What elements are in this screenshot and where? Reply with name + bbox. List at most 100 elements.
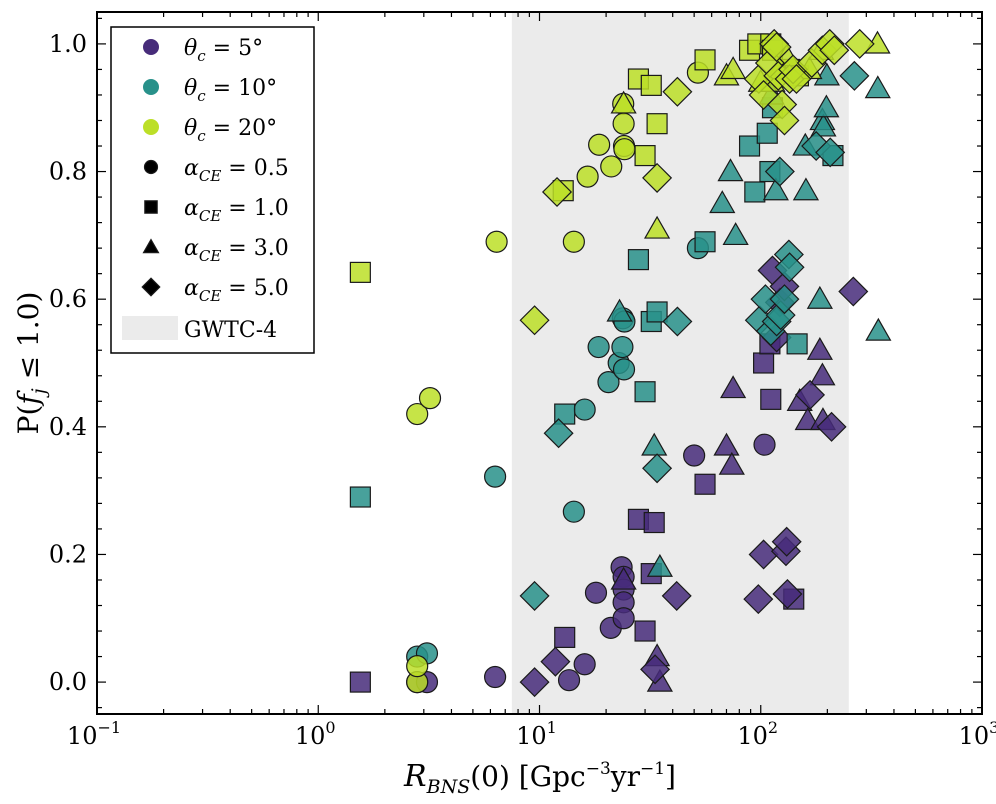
- legend-color-swatch: [143, 39, 159, 55]
- data-point-circle: [576, 165, 599, 188]
- data-point-circle: [612, 358, 636, 381]
- legend-marker-diamond: [141, 277, 161, 297]
- data-point-square: [349, 671, 371, 693]
- data-point-square: [694, 231, 716, 253]
- legend-color-swatch: [143, 79, 159, 95]
- data-point-square: [627, 249, 650, 271]
- legend-alpha-label: αCE = 3.0: [184, 236, 289, 265]
- data-point-diamond: [816, 411, 847, 442]
- data-point-triangle: [718, 451, 745, 475]
- y-tick-label: 0.4: [49, 413, 87, 441]
- data-point-circle: [406, 655, 429, 678]
- data-point-triangle: [610, 90, 637, 114]
- data-point-circle: [562, 230, 585, 253]
- data-point-diamond: [640, 654, 671, 685]
- data-point-triangle: [641, 432, 668, 456]
- x-tick-label: 102: [737, 718, 778, 750]
- data-point-square: [646, 113, 668, 135]
- legend-alpha-entries: αCE = 0.5 αCE = 1.0 αCE = 3.0 αCE = 5.0: [141, 156, 289, 305]
- data-point-diamond: [519, 305, 550, 336]
- data-point-diamond: [844, 28, 875, 59]
- data-point-circle: [683, 444, 706, 467]
- y-tick-label: 0.8: [49, 158, 87, 186]
- data-point-circle: [485, 230, 508, 253]
- data-point-square: [554, 403, 576, 425]
- data-point-triangle: [792, 177, 820, 201]
- data-point-diamond: [815, 137, 846, 168]
- x-tick-label: 10−1: [67, 718, 121, 750]
- data-point-diamond: [662, 306, 693, 337]
- legend: θc = 5° θc = 10° θc = 20° αCE = 0.5 αCE = 1…: [110, 26, 315, 354]
- data-point-circle: [753, 433, 776, 456]
- data-point-square: [634, 620, 656, 642]
- data-point-triangle: [762, 177, 789, 201]
- data-point-diamond: [519, 667, 550, 698]
- data-point-circle: [612, 607, 635, 630]
- data-point-circle: [612, 112, 635, 135]
- data-point-diamond: [795, 379, 826, 410]
- data-point-square: [554, 626, 576, 648]
- x-tick-label: 100: [295, 718, 336, 750]
- data-point-circle: [406, 402, 429, 426]
- legend-theta-label: θc = 10°: [184, 76, 277, 105]
- legend-alpha-label: αCE = 1.0: [184, 196, 289, 225]
- data-point-triangle: [643, 215, 671, 239]
- data-point-square: [349, 261, 371, 283]
- y-tick-label: 0.2: [49, 540, 87, 568]
- data-point-circle: [597, 371, 620, 394]
- data-point-triangle: [719, 375, 747, 399]
- data-point-triangle: [722, 222, 749, 246]
- series-theta-5-triangle: [610, 336, 837, 692]
- data-point-diamond: [764, 156, 795, 187]
- legend-theta-entries: θc = 5° θc = 10° θc = 20°: [143, 36, 277, 145]
- legend-region-label: GWTC-4: [184, 318, 277, 343]
- data-point-circle: [584, 581, 608, 604]
- legend-box: [110, 26, 315, 354]
- data-point-circle: [562, 500, 585, 523]
- data-point-square: [634, 145, 656, 167]
- data-point-diamond: [771, 526, 802, 557]
- data-point-diamond: [774, 252, 805, 283]
- data-point-square: [753, 352, 775, 374]
- legend-theta-label: θc = 20°: [184, 116, 277, 145]
- legend-alpha-label: αCE = 5.0: [184, 276, 289, 305]
- legend-theta-label: θc = 5°: [184, 36, 263, 65]
- data-point-circle: [613, 138, 636, 161]
- data-point-diamond: [661, 580, 692, 611]
- data-point-triangle: [719, 56, 747, 80]
- legend-color-swatch: [143, 119, 159, 135]
- data-point-diamond: [642, 453, 673, 484]
- data-point-square: [786, 333, 808, 355]
- data-point-triangle: [810, 113, 837, 137]
- data-point-circle: [557, 669, 581, 692]
- data-point-triangle: [865, 317, 892, 341]
- data-point-triangle: [806, 285, 833, 309]
- data-point-diamond: [769, 105, 800, 136]
- data-point-square: [646, 301, 668, 323]
- data-point-diamond: [838, 276, 869, 307]
- data-point-diamond: [769, 284, 800, 315]
- series-theta-20-diamond: [519, 28, 875, 336]
- data-point-triangle: [717, 158, 744, 182]
- data-point-diamond: [543, 418, 574, 449]
- data-point-circle: [484, 665, 507, 689]
- data-point-triangle: [864, 75, 891, 99]
- x-tick-labels: 10−1 100 101 102 103: [67, 718, 996, 750]
- y-tick-labels: 0.0 0.2 0.4 0.6 0.8 1.0: [49, 30, 87, 696]
- data-point-triangle: [809, 362, 836, 386]
- data-point-diamond: [662, 76, 693, 107]
- data-point-circle: [587, 335, 610, 359]
- data-point-square: [744, 181, 766, 203]
- data-point-triangle: [806, 336, 833, 360]
- legend-region-swatch: [122, 316, 178, 340]
- data-point-circle: [588, 133, 611, 156]
- x-tick-label: 101: [516, 718, 557, 750]
- x-tick-label: 103: [959, 718, 996, 750]
- y-tick-label: 1.0: [49, 30, 87, 58]
- legend-alpha-label: αCE = 0.5: [184, 156, 289, 185]
- legend-marker-circle: [143, 159, 159, 175]
- data-point-square: [756, 122, 778, 144]
- data-point-triangle: [813, 94, 840, 118]
- data-point-circle: [418, 387, 442, 410]
